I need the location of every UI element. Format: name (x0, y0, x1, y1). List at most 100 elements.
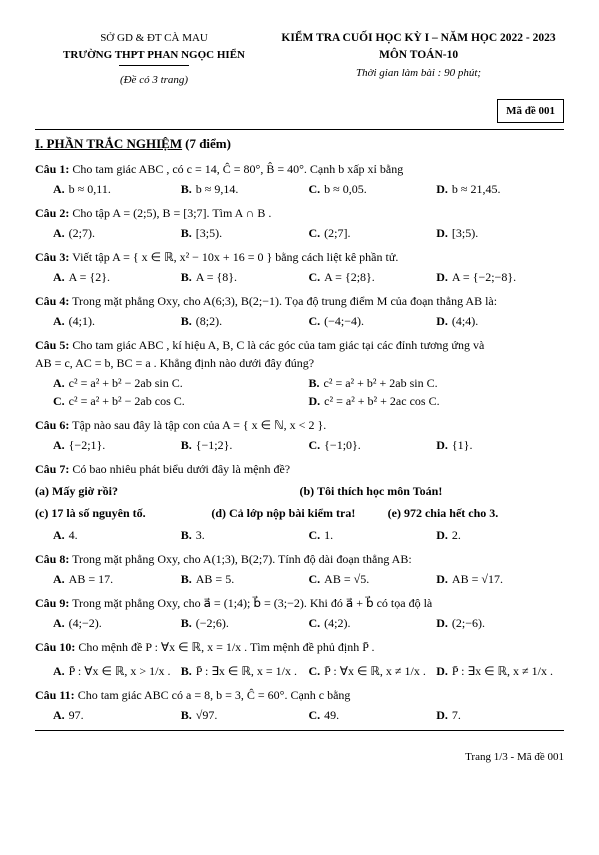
q10-d-text: P̄ : ∃x ∈ ℝ, x ≠ 1/x . (452, 664, 553, 678)
q7-stmt-c: (c) 17 là số nguyên tố. (35, 506, 146, 520)
question-10: Câu 10: Cho mệnh đề P : ∀x ∈ ℝ, x = 1/x … (35, 638, 564, 680)
q4-opt-a: A.(4;1). (53, 312, 181, 330)
exam-title-1: KIỂM TRA CUỐI HỌC KỲ I – NĂM HỌC 2022 - … (273, 30, 564, 47)
q10-opt-a: A.P̄ : ∀x ∈ ℝ, x > 1/x . (53, 662, 181, 680)
q2-c-text: (2;7]. (324, 226, 350, 240)
page-footer: Trang 1/3 - Mã đề 001 (35, 749, 564, 766)
school-line: TRƯỜNG THPT PHAN NGỌC HIỂN (35, 47, 273, 64)
q3-d-text: A = {−2;−8}. (452, 270, 516, 284)
section-title: I. PHẦN TRẮC NGHIỆM (35, 136, 182, 151)
q6-d-text: {1}. (452, 438, 473, 452)
q1-c-text: b ≈ 0,05. (324, 182, 367, 196)
q3-c-text: A = {2;8}. (324, 270, 375, 284)
q5-opt-b: B.c² = a² + b² + 2ab sin C. (309, 374, 565, 392)
q2-opt-a: A.(2;7). (53, 224, 181, 242)
q8-opt-b: B.AB = 5. (181, 570, 309, 588)
q5-c-text: c² = a² + b² − 2ab cos C. (69, 394, 185, 408)
q5-b-text: c² = a² + b² + 2ab sin C. (324, 376, 438, 390)
q3-opt-b: B.A = {8}. (181, 268, 309, 286)
q2-opt-c: C.(2;7]. (309, 224, 437, 242)
q11-opt-a: A.97. (53, 706, 181, 724)
q5-a-text: c² = a² + b² − 2ab sin C. (69, 376, 183, 390)
q8-num: Câu 8: (35, 552, 69, 566)
q5-opt-d: D.c² = a² + b² + 2ac cos C. (309, 392, 565, 410)
q9-num: Câu 9: (35, 596, 69, 610)
q5-stem2: AB = c, AC = b, BC = a . Khẳng định nào … (35, 354, 564, 372)
q1-opt-b: B.b ≈ 9,14. (181, 180, 309, 198)
separator-rule (35, 129, 564, 130)
question-2: Câu 2: Cho tập A = (2;5), B = [3;7]. Tìm… (35, 204, 564, 242)
q4-d-text: (4;4). (452, 314, 478, 328)
q1-d-text: b ≈ 21,45. (452, 182, 501, 196)
question-3: Câu 3: Viết tập A = { x ∈ ℝ, x² − 10x + … (35, 248, 564, 286)
q11-stem: Cho tam giác ABC có a = 8, b = 3, Ĉ = 60… (78, 688, 351, 702)
q2-opt-d: D.[3;5). (436, 224, 564, 242)
question-8: Câu 8: Trong mặt phẳng Oxy, cho A(1;3), … (35, 550, 564, 588)
q9-b-text: (−2;6). (196, 616, 229, 630)
q7-d-text: 2. (452, 528, 461, 542)
q1-a-text: b ≈ 0,11. (69, 182, 111, 196)
q4-stem: Trong mặt phẳng Oxy, cho A(6;3), B(2;−1)… (72, 294, 497, 308)
q11-opt-c: C.49. (309, 706, 437, 724)
q4-opt-d: D.(4;4). (436, 312, 564, 330)
question-6: Câu 6: Tập nào sau đây là tập con của A … (35, 416, 564, 454)
q2-opt-b: B.[3;5). (181, 224, 309, 242)
q7-opt-d: D.2. (436, 526, 564, 544)
q5-d-text: c² = a² + b² + 2ac cos C. (324, 394, 439, 408)
q7-stmt-d: (d) Cả lớp nộp bài kiểm tra! (211, 506, 355, 520)
q7-stmt-e: (e) 972 chia hết cho 3. (388, 506, 499, 520)
q10-opt-d: D.P̄ : ∃x ∈ ℝ, x ≠ 1/x . (436, 662, 564, 680)
question-1: Câu 1: Cho tam giác ABC , có c = 14, Ĉ =… (35, 160, 564, 198)
q9-stem: Trong mặt phẳng Oxy, cho a⃗ = (1;4); b⃗ … (72, 596, 432, 610)
q8-opt-d: D.AB = √17. (436, 570, 564, 588)
question-9: Câu 9: Trong mặt phẳng Oxy, cho a⃗ = (1;… (35, 594, 564, 632)
q6-opt-a: A.{−2;1}. (53, 436, 181, 454)
q6-opt-d: D.{1}. (436, 436, 564, 454)
exam-code: Mã đề 001 (497, 99, 564, 124)
q4-opt-b: B.(8;2). (181, 312, 309, 330)
q6-stem: Tập nào sau đây là tập con của A = { x ∈… (72, 418, 326, 432)
q7-num: Câu 7: (35, 462, 69, 476)
q5-opt-a: A.c² = a² + b² − 2ab sin C. (53, 374, 309, 392)
header-rule (119, 65, 189, 66)
q7-c-text: 1. (324, 528, 333, 542)
q4-b-text: (8;2). (196, 314, 222, 328)
q8-opt-a: A.AB = 17. (53, 570, 181, 588)
q10-opt-b: B.P̄ : ∃x ∈ ℝ, x = 1/x . (181, 662, 309, 680)
q1-stem: Cho tam giác ABC , có c = 14, Ĉ = 80°, B… (72, 162, 403, 176)
q3-num: Câu 3: (35, 250, 69, 264)
q7-opt-b: B.3. (181, 526, 309, 544)
q11-c-text: 49. (324, 708, 339, 722)
exam-code-wrap: Mã đề 001 (35, 99, 564, 124)
q8-opt-c: C.AB = √5. (309, 570, 437, 588)
q3-opt-d: D.A = {−2;−8}. (436, 268, 564, 286)
q8-d-text: AB = √17. (452, 572, 503, 586)
header-left: SỞ GD & ĐT CÀ MAU TRƯỜNG THPT PHAN NGỌC … (35, 30, 273, 89)
q6-opt-c: C.{−1;0}. (309, 436, 437, 454)
q8-b-text: AB = 5. (196, 572, 234, 586)
q6-a-text: {−2;1}. (69, 438, 106, 452)
q2-stem: Cho tập A = (2;5), B = [3;7]. Tìm A ∩ B … (72, 206, 271, 220)
q6-num: Câu 6: (35, 418, 69, 432)
q10-a-text: P̄ : ∀x ∈ ℝ, x > 1/x . (69, 664, 171, 678)
q6-b-text: {−1;2}. (196, 438, 233, 452)
q3-b-text: A = {8}. (196, 270, 237, 284)
q11-b-text: √97. (196, 708, 218, 722)
q1-opt-a: A.b ≈ 0,11. (53, 180, 181, 198)
q9-d-text: (2;−6). (452, 616, 485, 630)
exam-title-2: MÔN TOÁN-10 (273, 47, 564, 64)
q8-a-text: AB = 17. (69, 572, 113, 586)
q11-a-text: 97. (69, 708, 84, 722)
q2-a-text: (2;7). (69, 226, 95, 240)
q2-d-text: [3;5). (452, 226, 478, 240)
q7-stmt-a: (a) Mấy giờ rồi? (35, 484, 118, 498)
q11-num: Câu 11: (35, 688, 75, 702)
q6-opt-b: B.{−1;2}. (181, 436, 309, 454)
q9-a-text: (4;−2). (69, 616, 102, 630)
q1-num: Câu 1: (35, 162, 69, 176)
q10-num: Câu 10: (35, 640, 75, 654)
q9-c-text: (4;2). (324, 616, 350, 630)
q5-stem1: Cho tam giác ABC , kí hiệu A, B, C là cá… (72, 338, 484, 352)
q10-stem: Cho mệnh đề P : ∀x ∈ ℝ, x = 1/x . Tìm mệ… (78, 640, 374, 654)
q7-a-text: 4. (69, 528, 78, 542)
